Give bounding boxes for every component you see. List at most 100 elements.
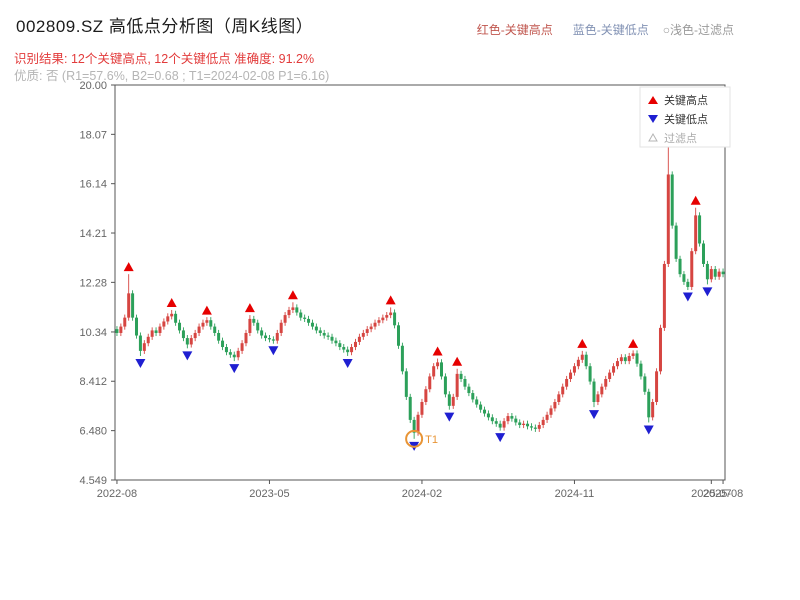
candle — [170, 309, 174, 320]
candle — [393, 309, 397, 329]
key-low-marker — [182, 351, 193, 361]
candle — [310, 319, 314, 330]
y-tick-label: 18.07 — [79, 129, 107, 141]
candle — [475, 396, 479, 408]
key-high-marker — [452, 356, 463, 366]
candle — [244, 329, 248, 347]
color-legend: 红色-关键高点 蓝色-关键低点 ○浅色-过滤点 — [477, 21, 734, 38]
candle — [572, 363, 576, 376]
candle — [662, 260, 666, 331]
y-axis: 20.00 18.07 16.14 14.21 12.28 10.34 8.412 6.480… — [79, 80, 115, 487]
candle — [373, 319, 377, 330]
candle — [389, 307, 393, 319]
candle — [342, 343, 346, 353]
candle — [596, 391, 600, 406]
candle — [150, 327, 154, 340]
key-high-marker — [577, 338, 588, 348]
candle — [717, 268, 721, 280]
candle — [381, 314, 385, 324]
key-high-marker — [287, 290, 298, 300]
candle — [670, 171, 674, 229]
candle — [350, 343, 354, 356]
candle — [467, 383, 471, 397]
candle — [127, 274, 131, 321]
candle — [154, 327, 158, 337]
candle — [580, 350, 584, 363]
x-tick-label: 2024-02 — [402, 488, 442, 500]
key-high-marker — [628, 338, 639, 348]
down-triangle-icon — [648, 115, 658, 123]
candle — [698, 212, 702, 247]
candle — [612, 363, 616, 376]
candle — [287, 306, 291, 319]
candle — [314, 323, 318, 334]
key-low-marker — [682, 292, 693, 302]
candle — [682, 271, 686, 285]
candle — [705, 260, 709, 285]
candle — [291, 302, 295, 314]
candle — [600, 383, 604, 398]
key-low-marker — [495, 433, 506, 443]
candle — [385, 312, 389, 321]
y-tick-label: 10.34 — [79, 327, 107, 339]
candle — [275, 329, 279, 344]
candle — [303, 314, 307, 322]
candle — [584, 351, 588, 370]
y-tick-label: 20.00 — [79, 80, 107, 92]
candle — [209, 317, 213, 330]
candle — [146, 333, 150, 347]
legend-item-label: 关键高点 — [664, 93, 708, 107]
page-title: 002809.SZ 高低点分析图（周K线图） — [16, 17, 314, 36]
candle — [658, 324, 662, 375]
candle — [526, 420, 530, 430]
candle — [338, 340, 342, 351]
candle — [471, 389, 475, 403]
x-tick-label: 2022-08 — [97, 488, 137, 500]
candle — [174, 310, 178, 326]
candle — [307, 315, 311, 326]
candle — [408, 393, 412, 423]
candle — [299, 309, 303, 321]
candle — [424, 386, 428, 406]
candles-layer — [115, 128, 725, 439]
candle — [369, 323, 373, 333]
candle — [252, 315, 256, 326]
candle — [158, 323, 162, 337]
x-tick-label: 2024-11 — [555, 488, 595, 500]
key-low-marker — [444, 412, 455, 422]
candle — [295, 304, 299, 316]
candle — [529, 423, 533, 431]
candle — [260, 327, 264, 339]
candle — [694, 207, 698, 255]
candle — [318, 327, 322, 337]
plot-border — [114, 84, 726, 481]
candle — [553, 398, 557, 412]
candle — [283, 312, 287, 326]
candle — [365, 326, 369, 337]
candle — [518, 419, 522, 429]
candle — [135, 314, 139, 339]
candle — [436, 358, 440, 370]
candle — [181, 327, 185, 342]
legend-key-low-label: 蓝色-关键低点 — [572, 23, 649, 37]
candle — [201, 319, 205, 330]
candle — [604, 375, 608, 390]
candle — [396, 322, 400, 349]
candle — [678, 255, 682, 278]
candle — [138, 332, 142, 356]
candle — [162, 318, 166, 330]
candle — [721, 268, 725, 278]
candle — [506, 412, 510, 425]
candle — [690, 248, 694, 291]
candle — [267, 335, 271, 343]
candle — [361, 329, 365, 340]
candle — [353, 338, 357, 351]
candle — [205, 317, 209, 326]
candle — [666, 128, 670, 268]
candle — [185, 335, 189, 349]
candle — [232, 351, 236, 362]
candle — [494, 418, 498, 427]
candle — [510, 412, 514, 422]
candle — [400, 342, 404, 375]
candle — [686, 278, 690, 291]
